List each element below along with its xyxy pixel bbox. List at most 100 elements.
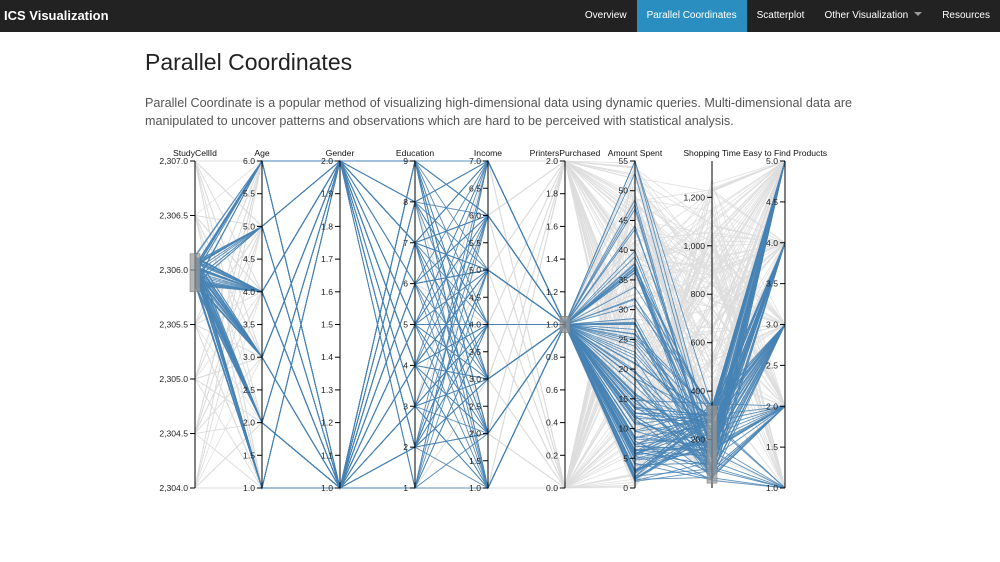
tick-label: 1,000 bbox=[683, 241, 705, 251]
tick-label: 6.5 bbox=[469, 183, 481, 193]
tick-label: 1.6 bbox=[321, 287, 333, 297]
tick-label: 0.8 bbox=[546, 352, 558, 362]
axis-title[interactable]: Amount Spent bbox=[608, 148, 663, 158]
tick-label: 2.0 bbox=[243, 418, 255, 428]
tick-label: 1.2 bbox=[546, 287, 558, 297]
nav-item-scatterplot[interactable]: Scatterplot bbox=[756, 10, 805, 21]
tick-label: 35 bbox=[618, 275, 628, 285]
tick-label: 7.0 bbox=[469, 156, 481, 166]
tick-label: 4.0 bbox=[766, 238, 778, 248]
tick-label: 9 bbox=[403, 156, 408, 166]
tick-label: 5.0 bbox=[469, 265, 481, 275]
tick-label: 2 bbox=[403, 442, 408, 452]
axis-amount-spent[interactable]: Amount Spent 0 5 10 15 20 25 30 35 40 45 50 55 bbox=[608, 148, 663, 493]
tick-label: 1.5 bbox=[766, 442, 778, 452]
tick-label: 1.7 bbox=[321, 254, 333, 264]
axis-gender[interactable]: Gender 1.0 1.1 1.2 1.3 1.4 1.5 1.6 1.7 1.8 1.9 2.0 bbox=[321, 148, 354, 493]
tick-label: 5.5 bbox=[469, 238, 481, 248]
tick-label: 4.5 bbox=[766, 197, 778, 207]
tick-label: 1.9 bbox=[321, 189, 333, 199]
nav-item-parallel-coordinates[interactable]: Parallel Coordinates bbox=[636, 0, 747, 32]
tick-label: 1.3 bbox=[321, 385, 333, 395]
tick-label: 0 bbox=[623, 483, 628, 493]
axis-title[interactable]: PrintersPurchased bbox=[530, 148, 601, 158]
tick-label: 8 bbox=[403, 197, 408, 207]
tick-label: 1.5 bbox=[469, 456, 481, 466]
tick-label: 7 bbox=[403, 238, 408, 248]
tick-label: 1.6 bbox=[546, 221, 558, 231]
axis-title[interactable]: Shopping Time bbox=[683, 148, 741, 158]
tick-label: 2,304.5 bbox=[159, 429, 188, 439]
tick-label: 3.5 bbox=[243, 320, 255, 330]
nav-item-overview[interactable]: Overview bbox=[584, 10, 627, 21]
page-title: Parallel Coordinates bbox=[145, 49, 353, 75]
tick-label: 1.5 bbox=[243, 450, 255, 460]
axis-shopping-time[interactable]: Shopping Time 200 400 600 800 1,000 1,200 bbox=[683, 148, 741, 488]
tick-label: 1.0 bbox=[469, 483, 481, 493]
axis-easy-to-find-products[interactable]: Easy to Find Products 1.0 1.5 2.0 2.5 3.0 3.5 4… bbox=[743, 148, 827, 493]
axis-title[interactable]: Income bbox=[474, 148, 502, 158]
axis-education[interactable]: Education 1 2 3 4 5 6 7 8 9 bbox=[396, 148, 434, 493]
caret-down-icon bbox=[914, 12, 923, 17]
tick-label: 25 bbox=[618, 334, 628, 344]
tick-label: 5 bbox=[403, 320, 408, 330]
tick-label: 2,307.0 bbox=[159, 156, 188, 166]
tick-label: 2.0 bbox=[321, 156, 333, 166]
tick-label: 2,306.0 bbox=[159, 265, 188, 275]
tick-label: 10 bbox=[618, 424, 628, 434]
tick-label: 600 bbox=[691, 338, 706, 348]
brush-selection[interactable] bbox=[559, 316, 571, 333]
tick-label: 1.1 bbox=[321, 450, 333, 460]
axis-title[interactable]: StudyCellId bbox=[173, 148, 217, 158]
tick-label: 5 bbox=[623, 453, 628, 463]
tick-label: 2.0 bbox=[766, 401, 778, 411]
tick-label: 1.0 bbox=[546, 320, 558, 330]
brush-selection[interactable] bbox=[189, 253, 201, 293]
tick-label: 0.6 bbox=[546, 385, 558, 395]
tick-label: 2,305.0 bbox=[159, 374, 188, 384]
tick-label: 15 bbox=[618, 394, 628, 404]
axis-title[interactable]: Education bbox=[396, 148, 434, 158]
tick-label: 800 bbox=[691, 289, 706, 299]
page-description: Parallel Coordinate is a popular method … bbox=[145, 96, 853, 128]
axis-title[interactable]: Easy to Find Products bbox=[743, 148, 827, 158]
tick-label: 0.2 bbox=[546, 450, 558, 460]
tick-label: 20 bbox=[618, 364, 628, 374]
tick-label: 3.0 bbox=[243, 352, 255, 362]
axis-income[interactable]: Income 1.0 1.5 2.0 2.5 3.0 3.5 4.0 4.5 5.0 5.5 6.0 6… bbox=[469, 148, 502, 493]
tick-label: 4.5 bbox=[469, 292, 481, 302]
tick-label: 6.0 bbox=[243, 156, 255, 166]
brand-link[interactable]: ICS Visualization bbox=[4, 8, 109, 23]
tick-label: 1 bbox=[403, 483, 408, 493]
axis-studycellid[interactable]: StudyCellId 2,304.0 2,304.5 2,305.0 2,305.5 2… bbox=[159, 148, 217, 493]
axis-title[interactable]: Age bbox=[254, 148, 270, 158]
tick-label: 1.4 bbox=[546, 254, 558, 264]
tick-label: 45 bbox=[618, 215, 628, 225]
tick-label: 4.0 bbox=[243, 287, 255, 297]
tick-label: 6.0 bbox=[469, 211, 481, 221]
tick-label: 400 bbox=[691, 386, 706, 396]
tick-label: 3 bbox=[403, 401, 408, 411]
axis-title[interactable]: Gender bbox=[326, 148, 355, 158]
tick-label: 6 bbox=[403, 279, 408, 289]
nav-item-resources[interactable]: Resources bbox=[942, 10, 990, 21]
tick-label: 1.0 bbox=[321, 483, 333, 493]
navbar: ICS Visualization Overview Parallel Coor… bbox=[0, 0, 1000, 32]
tick-label: 4.5 bbox=[243, 254, 255, 264]
nav-item-other-visualization[interactable]: Other Visualization bbox=[814, 0, 932, 32]
tick-label: 1.2 bbox=[321, 418, 333, 428]
tick-label: 1.0 bbox=[766, 483, 778, 493]
tick-label: 2.5 bbox=[766, 360, 778, 370]
brush-selection[interactable] bbox=[706, 405, 718, 484]
tick-label: 0.4 bbox=[546, 418, 558, 428]
tick-label: 1.0 bbox=[243, 483, 255, 493]
axis-printerspurchased[interactable]: PrintersPurchased 0.0 0.2 0.4 0.6 0.8 1.0 1.2 1.… bbox=[530, 148, 601, 493]
tick-label: 50 bbox=[618, 186, 628, 196]
tick-label: 2.5 bbox=[469, 401, 481, 411]
tick-label: 200 bbox=[691, 435, 706, 445]
tick-label: 5.5 bbox=[243, 189, 255, 199]
tick-label: 30 bbox=[618, 305, 628, 315]
tick-label: 55 bbox=[618, 156, 628, 166]
axis-age[interactable]: Age 1.0 1.5 2.0 2.5 3.0 3.5 4.0 4.5 5.0 5.5 6.0 bbox=[243, 148, 270, 493]
